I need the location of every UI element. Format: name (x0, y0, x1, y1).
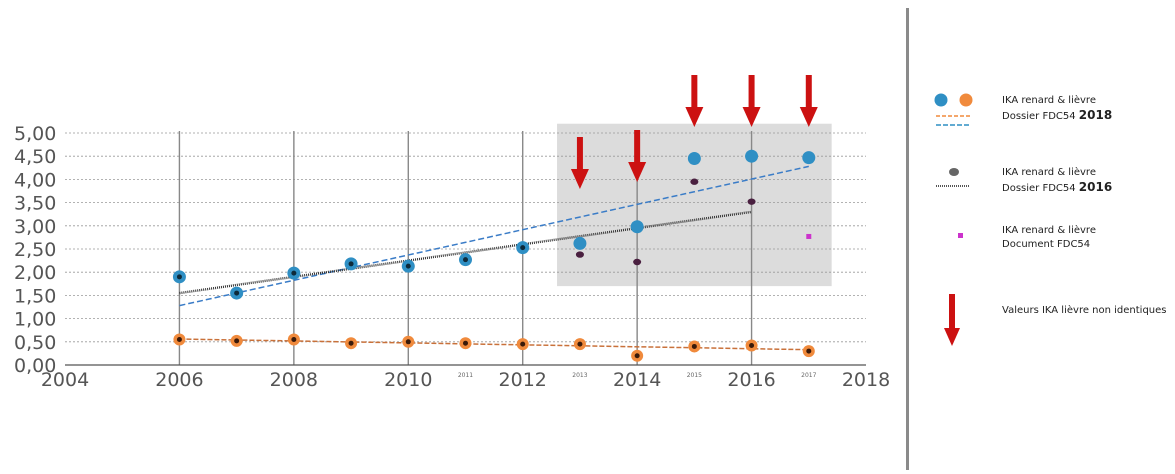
data-point-blue (802, 151, 816, 165)
data-point-orange-center (634, 353, 640, 359)
x-tick-label: 2016 (727, 369, 775, 391)
x-tick-label: 2006 (155, 369, 203, 391)
x-tick-label: 2010 (384, 369, 432, 391)
data-point-orange-center (749, 343, 755, 349)
data-point-blue-center (234, 290, 240, 296)
red-down-arrow (685, 75, 704, 127)
y-tick-label: 4,50 (14, 146, 56, 168)
data-point-orange-center (176, 336, 182, 342)
legend-2018-line1: IKA renard & lièvre (1002, 95, 1096, 106)
data-point-orange-center (463, 340, 468, 346)
y-tick-label: 2,50 (14, 239, 56, 261)
arrow-shaft (634, 130, 641, 164)
x-tick-label: 2008 (270, 369, 318, 391)
red-down-arrow (570, 137, 589, 189)
red-down-arrow (628, 130, 647, 182)
data-point-orange-center (348, 340, 354, 346)
arrow-head (742, 107, 761, 127)
arrow-shaft (691, 75, 698, 109)
trend-line (179, 338, 809, 351)
x-tick-label: 2018 (842, 369, 890, 391)
legend-2016-line2: Dossier FDC54 (1002, 183, 1079, 194)
legend-2018-line2: Dossier FDC54 (1002, 111, 1079, 122)
data-point-2016 (575, 251, 584, 258)
legend-document-line1: IKA renard & lièvre (1002, 225, 1096, 236)
data-point-blue (687, 152, 701, 166)
highlight-region (557, 123, 832, 287)
x-tick-label: 2012 (499, 369, 547, 391)
x-tick-label: 2014 (613, 369, 661, 391)
trend-line (179, 210, 752, 295)
chart: 0,000,501,001,502,002,503,003,504,004,50… (14, 75, 890, 391)
data-point-orange-center (691, 343, 697, 349)
data-point-blue (630, 220, 644, 234)
data-point-blue-center (520, 245, 526, 251)
legend-symbol-2016 (936, 168, 970, 187)
data-point-blue-center (405, 263, 411, 269)
data-point-blue-center (176, 274, 182, 280)
data-point-orange-center (405, 339, 411, 345)
data-point-2016 (690, 178, 699, 185)
x-tick-label: 2004 (41, 369, 89, 391)
arrow-head (570, 169, 589, 189)
data-point-orange-center (291, 336, 297, 342)
y-tick-label: 1,00 (14, 309, 56, 331)
red-down-arrow (742, 75, 761, 127)
data-point-2016 (633, 258, 642, 266)
y-tick-label: 0,50 (14, 332, 56, 354)
y-tick-label: 2,00 (14, 262, 56, 284)
data-point-orange-center (520, 341, 526, 347)
arrow-shaft (805, 75, 812, 109)
red-down-arrow (799, 75, 818, 127)
divider (906, 8, 909, 470)
data-point-blue (573, 236, 587, 250)
legend-2016-year: 2016 (1078, 180, 1113, 194)
data-point-orange-center (577, 341, 583, 347)
y-tick-label: 3,00 (14, 216, 56, 238)
data-point-blue-center (291, 270, 297, 276)
y-tick-label: 4,00 (14, 169, 56, 191)
data-point-orange-center (234, 338, 240, 344)
legend-2016-line1: IKA renard & lièvre (1002, 167, 1096, 178)
legend-document-line2: Document FDC54 (1002, 239, 1091, 250)
x-small-year-label: 2013 (572, 372, 587, 379)
arrow-head (628, 162, 647, 182)
y-tick-label: 5,00 (14, 123, 56, 145)
data-point-blue-center (348, 261, 354, 267)
data-point-blue (745, 149, 759, 163)
data-point-document (806, 233, 812, 239)
legend: IKA renard & lièvre Dossier FDC54 2018 I… (920, 0, 1175, 474)
legend-symbol-document (958, 233, 963, 238)
y-tick-label: 0,00 (14, 355, 56, 377)
legend-arrow-text: Valeurs IKA lièvre non identiques (1002, 305, 1167, 316)
data-point-2016 (747, 198, 756, 205)
y-tick-label: 3,50 (14, 193, 56, 215)
arrow-icon (944, 294, 960, 346)
arrow-head (685, 107, 704, 127)
x-small-year-label: 2017 (801, 372, 816, 379)
legend-symbol-2018 (934, 93, 973, 126)
arrow-shaft (748, 75, 755, 109)
y-tick-label: 1,50 (14, 285, 56, 307)
legend-2018-year: 2018 (1078, 108, 1113, 122)
data-point-orange-center (806, 348, 812, 354)
data-point-blue-center (463, 257, 468, 263)
arrow-head (799, 107, 818, 127)
x-small-year-label: 2015 (687, 372, 702, 379)
x-small-year-label: 2011 (458, 372, 473, 379)
arrow-shaft (576, 137, 583, 171)
